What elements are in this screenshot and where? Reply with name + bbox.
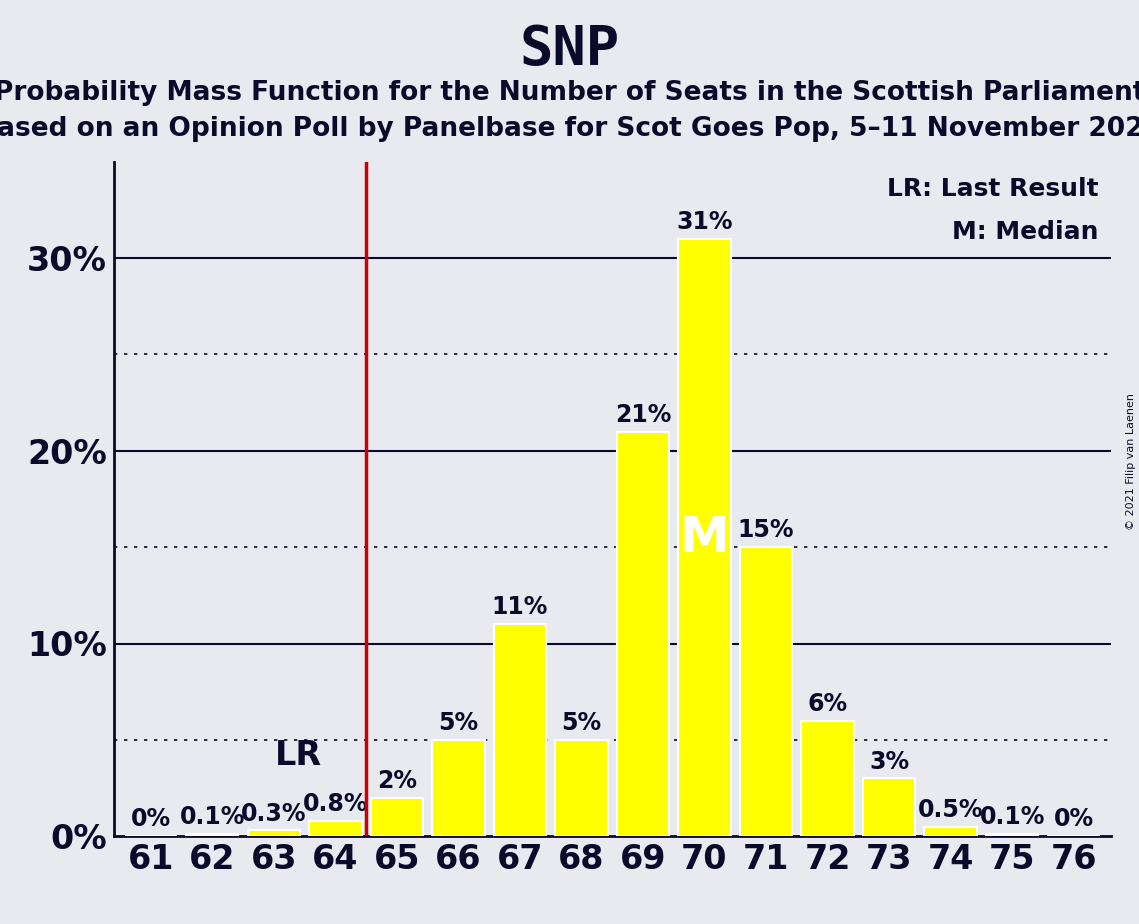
Bar	[556, 740, 607, 836]
Text: © 2021 Filip van Laenen: © 2021 Filip van Laenen	[1126, 394, 1136, 530]
Text: 0%: 0%	[1054, 808, 1093, 832]
Text: 0%: 0%	[131, 808, 171, 832]
Bar	[802, 721, 853, 836]
Text: 6%: 6%	[808, 692, 847, 716]
Bar	[247, 831, 300, 836]
Text: 2%: 2%	[377, 769, 417, 793]
Text: M: Median: M: Median	[952, 220, 1098, 244]
Text: SNP: SNP	[519, 23, 620, 76]
Bar	[986, 834, 1039, 836]
Text: 21%: 21%	[615, 403, 671, 427]
Text: Probability Mass Function for the Number of Seats in the Scottish Parliament: Probability Mass Function for the Number…	[0, 80, 1139, 106]
Bar	[494, 625, 546, 836]
Text: 0.8%: 0.8%	[303, 792, 368, 816]
Text: 11%: 11%	[492, 595, 548, 619]
Bar	[371, 797, 423, 836]
Text: M: M	[680, 514, 729, 562]
Text: 0.3%: 0.3%	[241, 802, 306, 826]
Text: 5%: 5%	[439, 711, 478, 736]
Text: 0.1%: 0.1%	[980, 806, 1044, 830]
Text: 31%: 31%	[677, 210, 732, 234]
Bar	[617, 432, 669, 836]
Text: 0.1%: 0.1%	[180, 806, 245, 830]
Bar	[925, 827, 977, 836]
Bar	[679, 238, 730, 836]
Bar	[186, 834, 238, 836]
Bar	[433, 740, 484, 836]
Bar	[740, 547, 792, 836]
Text: 0.5%: 0.5%	[918, 797, 983, 821]
Text: LR: LR	[274, 739, 322, 772]
Text: LR: Last Result: LR: Last Result	[886, 177, 1098, 201]
Bar	[863, 778, 916, 836]
Text: 15%: 15%	[738, 518, 794, 542]
Text: 5%: 5%	[562, 711, 601, 736]
Text: 3%: 3%	[869, 749, 909, 773]
Bar	[309, 821, 361, 836]
Text: Based on an Opinion Poll by Panelbase for Scot Goes Pop, 5–11 November 2020: Based on an Opinion Poll by Panelbase fo…	[0, 116, 1139, 141]
